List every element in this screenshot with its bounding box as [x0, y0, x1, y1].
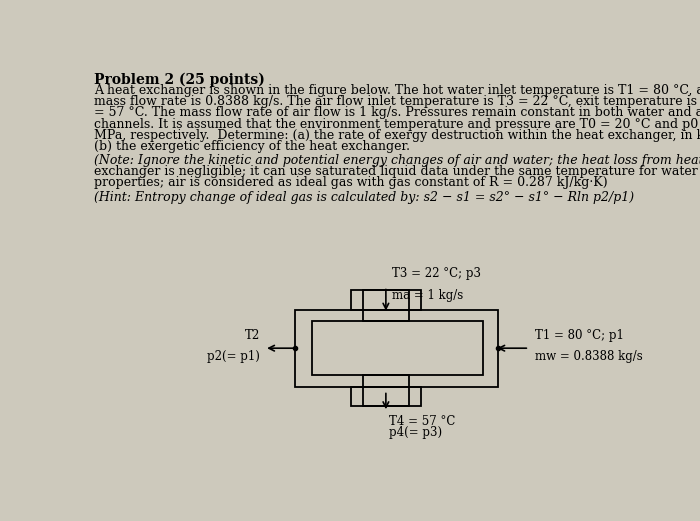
Text: MPa, respectively.  Determine: (a) the rate of exergy destruction within the hea: MPa, respectively. Determine: (a) the ra… — [94, 129, 700, 142]
Text: mw = 0.8388 kg/s: mw = 0.8388 kg/s — [536, 350, 643, 363]
Text: T1 = 80 °C; p1: T1 = 80 °C; p1 — [536, 329, 624, 342]
Bar — [351, 290, 421, 309]
Text: T3 = 22 °C; p3: T3 = 22 °C; p3 — [392, 267, 481, 280]
Text: ma = 1 kg/s: ma = 1 kg/s — [392, 289, 463, 302]
Text: (b) the exergetic efficiency of the heat exchanger.: (b) the exergetic efficiency of the heat… — [94, 140, 410, 153]
Text: (Note: Ignore the kinetic and potential energy changes of air and water; the hea: (Note: Ignore the kinetic and potential … — [94, 154, 700, 167]
Bar — [363, 290, 409, 321]
Text: channels. It is assumed that the environment temperature and pressure are T0 = 2: channels. It is assumed that the environ… — [94, 118, 700, 131]
Text: p2(= p1): p2(= p1) — [207, 350, 260, 363]
Bar — [312, 321, 483, 375]
Text: (Hint: Entropy change of ideal gas is calculated by: s2 − s1 = s2° − s1° − Rln p: (Hint: Entropy change of ideal gas is ca… — [94, 191, 634, 204]
Text: A heat exchanger is shown in the figure below. The hot water inlet temperature i: A heat exchanger is shown in the figure … — [94, 84, 700, 97]
Text: p4(= p3): p4(= p3) — [389, 426, 442, 439]
Bar — [351, 387, 421, 406]
Text: T2: T2 — [245, 329, 260, 342]
Text: Problem 2 (25 points): Problem 2 (25 points) — [94, 72, 265, 87]
Bar — [295, 309, 498, 387]
Text: = 57 °C. The mass flow rate of air flow is 1 kg/s. Pressures remain constant in : = 57 °C. The mass flow rate of air flow … — [94, 106, 700, 119]
Text: properties; air is considered as ideal gas with gas constant of R = 0.287 kJ/kg·: properties; air is considered as ideal g… — [94, 177, 608, 190]
Text: mass flow rate is 0.8388 kg/s. The air flow inlet temperature is T3 = 22 °C, exi: mass flow rate is 0.8388 kg/s. The air f… — [94, 95, 700, 108]
Text: exchanger is negligible; it can use saturated liquid data under the same tempera: exchanger is negligible; it can use satu… — [94, 165, 697, 178]
Bar — [363, 375, 409, 406]
Text: T4 = 57 °C: T4 = 57 °C — [389, 415, 456, 428]
